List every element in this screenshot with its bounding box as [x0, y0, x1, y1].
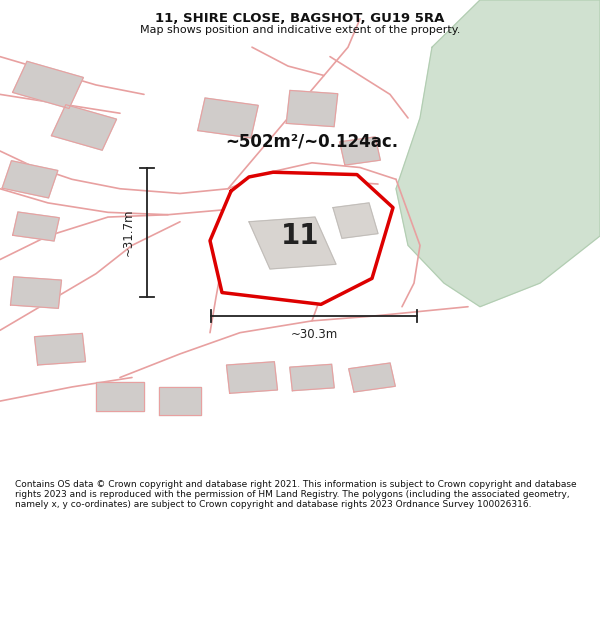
Text: ~31.7m: ~31.7m — [122, 209, 135, 256]
Polygon shape — [198, 98, 258, 138]
Text: 11: 11 — [281, 222, 319, 250]
Polygon shape — [249, 217, 336, 269]
Text: 11, SHIRE CLOSE, BAGSHOT, GU19 5RA: 11, SHIRE CLOSE, BAGSHOT, GU19 5RA — [155, 12, 445, 25]
Polygon shape — [96, 382, 144, 411]
Text: ~502m²/~0.124ac.: ~502m²/~0.124ac. — [226, 132, 398, 151]
Polygon shape — [396, 0, 600, 307]
Polygon shape — [13, 61, 83, 109]
Polygon shape — [13, 212, 59, 241]
Polygon shape — [35, 334, 85, 365]
Polygon shape — [333, 203, 378, 238]
Polygon shape — [159, 387, 201, 415]
Polygon shape — [349, 363, 395, 392]
Polygon shape — [290, 364, 334, 391]
Polygon shape — [210, 173, 393, 304]
Text: Contains OS data © Crown copyright and database right 2021. This information is : Contains OS data © Crown copyright and d… — [15, 479, 577, 509]
Polygon shape — [52, 104, 116, 150]
Polygon shape — [286, 91, 338, 127]
Polygon shape — [11, 277, 61, 308]
Polygon shape — [340, 137, 380, 165]
Text: Map shows position and indicative extent of the property.: Map shows position and indicative extent… — [140, 24, 460, 34]
Polygon shape — [2, 161, 58, 198]
Polygon shape — [227, 362, 277, 393]
Text: ~30.3m: ~30.3m — [290, 328, 338, 341]
